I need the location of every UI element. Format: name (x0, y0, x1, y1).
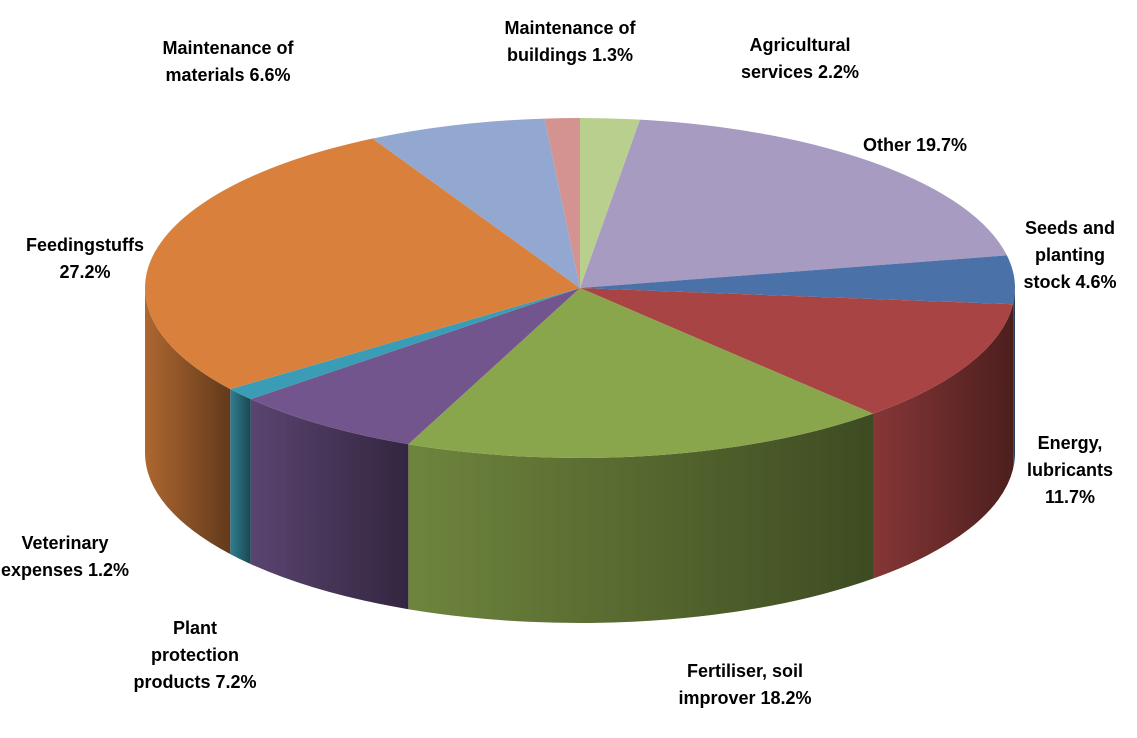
value-label: 18.2% (760, 688, 812, 708)
value-label: 1.3% (591, 45, 634, 65)
data-label: Other 19.7% (815, 132, 1015, 159)
slice (580, 118, 640, 288)
data-label: Plant protection products 7.2% (130, 615, 260, 696)
slice (250, 288, 580, 445)
slice-side (872, 304, 1014, 579)
category-label: Maintenance of buildings (504, 18, 636, 65)
data-label: Agricultural services 2.2% (730, 32, 870, 86)
slice (580, 288, 1014, 414)
value-label: 2.2% (818, 62, 860, 82)
data-label: Seeds and planting stock 4.6% (1020, 215, 1120, 296)
slice-side (408, 413, 873, 623)
value-label: 7.2% (215, 672, 257, 692)
category-label: Plant protection products (133, 618, 239, 692)
value-label: 6.6% (249, 65, 291, 85)
data-label: Maintenance of buildings 1.3% (480, 15, 660, 69)
slice-side (250, 399, 409, 610)
slice-side (230, 389, 251, 565)
value-label: 19.7% (915, 135, 968, 155)
category-label: Fertiliser, soil improver (678, 661, 804, 708)
slice (408, 288, 873, 459)
category-label: Maintenance of materials (162, 38, 294, 85)
value-label: 27.2% (59, 262, 111, 282)
slice (580, 255, 1016, 305)
slice-side (145, 288, 231, 555)
slice-side (1013, 288, 1015, 470)
value-label: 1.2% (88, 560, 130, 580)
slice (580, 119, 1007, 288)
category-label: Seeds and planting stock (1023, 218, 1116, 292)
data-label: Feedingstuffs 27.2% (5, 232, 165, 286)
category-label: Other (862, 135, 911, 155)
data-label: Maintenance of materials 6.6% (143, 35, 313, 89)
data-label: Veterinary expenses 1.2% (0, 530, 130, 584)
value-label: 11.7% (1044, 487, 1096, 507)
slice (544, 118, 580, 288)
category-label: Agricultural services (740, 35, 851, 82)
slice (372, 118, 580, 288)
slice (144, 138, 581, 390)
category-label: Veterinary expenses (0, 533, 109, 580)
category-label: Feedingstuffs (25, 235, 144, 255)
slice (230, 288, 581, 400)
category-label: Energy, lubricants (1026, 433, 1114, 480)
data-label: Energy, lubricants 11.7% (1015, 430, 1125, 511)
data-label: Fertiliser, soil improver 18.2% (675, 658, 815, 712)
value-label: 4.6% (1075, 272, 1117, 292)
